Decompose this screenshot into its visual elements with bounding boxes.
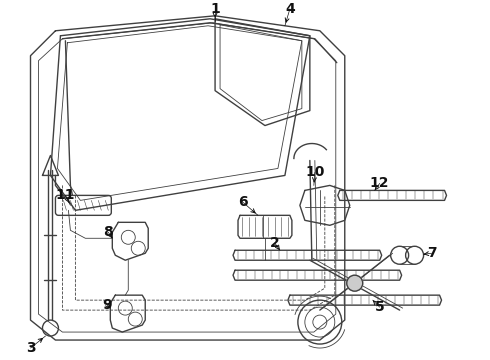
Text: 11: 11 — [56, 188, 75, 202]
Text: 12: 12 — [370, 176, 390, 190]
Text: 3: 3 — [25, 341, 35, 355]
Circle shape — [347, 275, 363, 291]
Text: 7: 7 — [427, 246, 437, 260]
Text: 9: 9 — [102, 298, 112, 312]
Text: 10: 10 — [305, 166, 324, 179]
Text: 8: 8 — [103, 225, 113, 239]
Text: 2: 2 — [270, 236, 280, 250]
Text: 4: 4 — [285, 2, 295, 16]
Text: 6: 6 — [238, 195, 248, 210]
Text: 1: 1 — [210, 2, 220, 16]
Text: 5: 5 — [375, 300, 385, 314]
